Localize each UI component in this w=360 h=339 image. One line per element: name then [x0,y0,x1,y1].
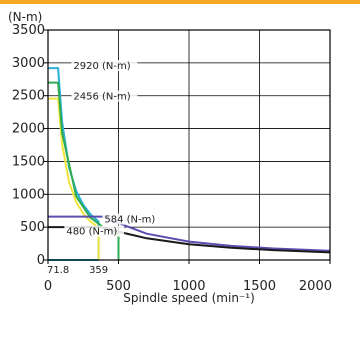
x-tick-label: 500 [106,279,131,294]
x-tick-label: 2000 [299,279,332,294]
y-tick-label: 2500 [12,89,45,104]
y-tick-label: 500 [20,220,45,235]
x-tick-label: 1000 [172,279,205,294]
annotation-bg [102,213,163,225]
special-x-tick-label: 359 [89,265,108,276]
y-axis-label: (N-m) [8,10,42,24]
annotations: 2920 (N-m) 2456 (N-m) 584 (N-m)480 (N-m) [64,60,163,238]
annotation-label: 2920 (N-m) [73,61,130,72]
y-tick-label: 1500 [12,154,45,169]
annotation-bg [71,60,138,72]
special-x-tick-label: 71.8 [47,265,69,276]
annotation-bg [64,225,125,237]
x-tick-label: 0 [44,279,52,294]
annotation-label: 480 (N-m) [66,227,117,238]
series-line-2 [48,97,100,260]
x-tick-label: 1500 [243,279,276,294]
y-tick-label: 3000 [12,56,45,71]
top-accent-bar [0,0,360,4]
y-tick-label: 3500 [12,23,45,38]
annotation-bg [71,90,138,102]
y-tick-label: 1000 [12,187,45,202]
x-axis-label: Spindle speed (min⁻¹) [123,291,255,305]
annotation-label: 584 (N-m) [104,215,155,226]
y-tick-label: 2000 [12,122,45,137]
annotation-label: 2456 (N-m) [73,92,130,103]
axes: 0 500 1000 1500 2000 2500 3000 3500 0 500 1000 1500… [12,23,332,294]
y-tick-label: 0 [37,253,45,268]
